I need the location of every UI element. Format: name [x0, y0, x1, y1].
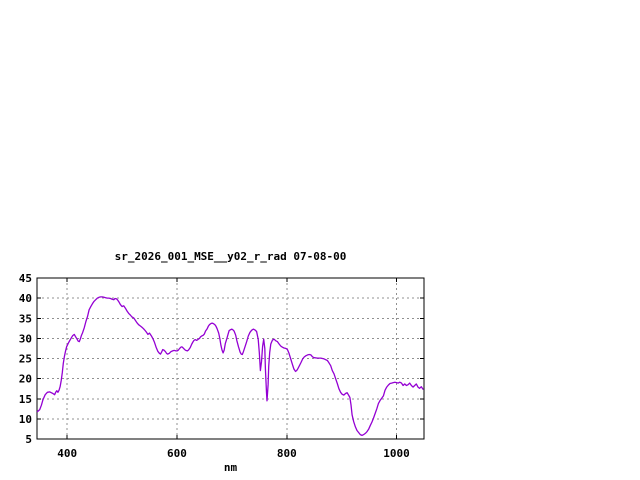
y-tick-label: 10 — [19, 413, 32, 426]
x-tick-label: 600 — [167, 447, 187, 460]
y-tick-label: 5 — [25, 433, 32, 446]
y-tick-label: 40 — [19, 292, 32, 305]
x-tick-label: 800 — [277, 447, 297, 460]
plot-border — [36, 277, 425, 440]
x-axis-label: nm — [223, 461, 238, 474]
y-tick-label: 20 — [19, 373, 32, 386]
chart-title: sr_2026_001_MSE__y02_r_rad 07-08-00 — [114, 250, 347, 263]
y-tick-label: 30 — [19, 332, 32, 345]
x-tick-label: 1000 — [383, 447, 410, 460]
y-tick-label: 45 — [19, 272, 32, 285]
y-tick-label: 15 — [19, 393, 32, 406]
y-tick-label: 35 — [19, 312, 32, 325]
y-tick-label: 25 — [19, 353, 32, 366]
radiance-curve — [36, 296, 424, 437]
x-tick-label: 400 — [57, 447, 77, 460]
